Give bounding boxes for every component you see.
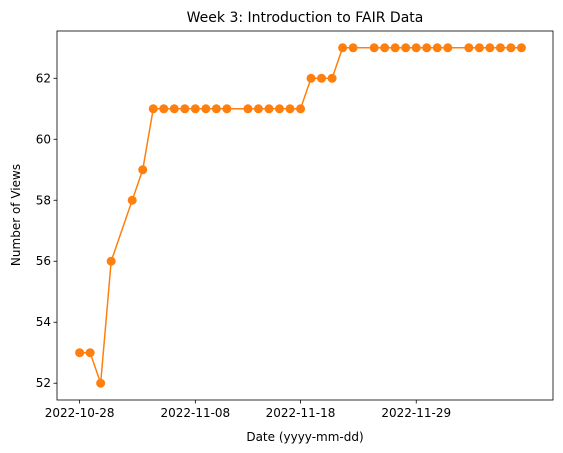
data-point [106,256,116,266]
data-point [369,43,379,53]
y-tick-label: 58 [36,193,51,207]
data-point [190,104,200,114]
series-line [79,47,522,384]
data-point [296,104,306,114]
y-tick-label: 62 [36,71,51,85]
data-point [180,104,190,114]
y-tick-label: 54 [36,315,51,329]
data-point [285,104,295,114]
plot-frame [56,30,554,401]
data-point [169,104,179,114]
y-axis-label: Number of Views [9,164,23,266]
data-point [506,43,516,53]
data-point [127,195,137,205]
data-point [432,43,442,53]
data-point [401,43,411,53]
data-point [464,43,474,53]
y-tick-label: 56 [36,254,51,268]
x-tick-label: 2022-11-29 [381,406,451,420]
data-point [148,104,158,114]
data-point [264,104,274,114]
data-point [338,43,348,53]
data-point [85,348,95,358]
data-point [495,43,505,53]
x-axis-label: Date (yyyy-mm-dd) [246,430,363,444]
data-point [159,104,169,114]
data-point [411,43,421,53]
data-point [443,43,453,53]
y-tick-label: 60 [36,132,51,146]
x-tick-label: 2022-11-18 [266,406,336,420]
data-point [138,165,148,175]
data-point [211,104,221,114]
x-tick-label: 2022-11-08 [160,406,230,420]
data-point [253,104,263,114]
data-point [327,73,337,83]
data-point [96,378,106,388]
data-point [306,73,316,83]
data-point [516,43,526,53]
x-tick-label: 2022-10-28 [45,406,115,420]
plot-area: 52 54 56 58 60 62 2022-10-28 2022-11-08 2022-11-… [36,30,554,420]
data-point [222,104,232,114]
data-point [422,43,432,53]
data-point [474,43,484,53]
data-point [380,43,390,53]
y-tick-label: 52 [36,376,51,390]
data-point [317,73,327,83]
chart-title: Week 3: Introduction to FAIR Data [187,10,424,26]
data-point [390,43,400,53]
data-point [75,348,85,358]
data-point [485,43,495,53]
data-point [274,104,284,114]
data-point [348,43,358,53]
data-point [201,104,211,114]
data-point [243,104,253,114]
